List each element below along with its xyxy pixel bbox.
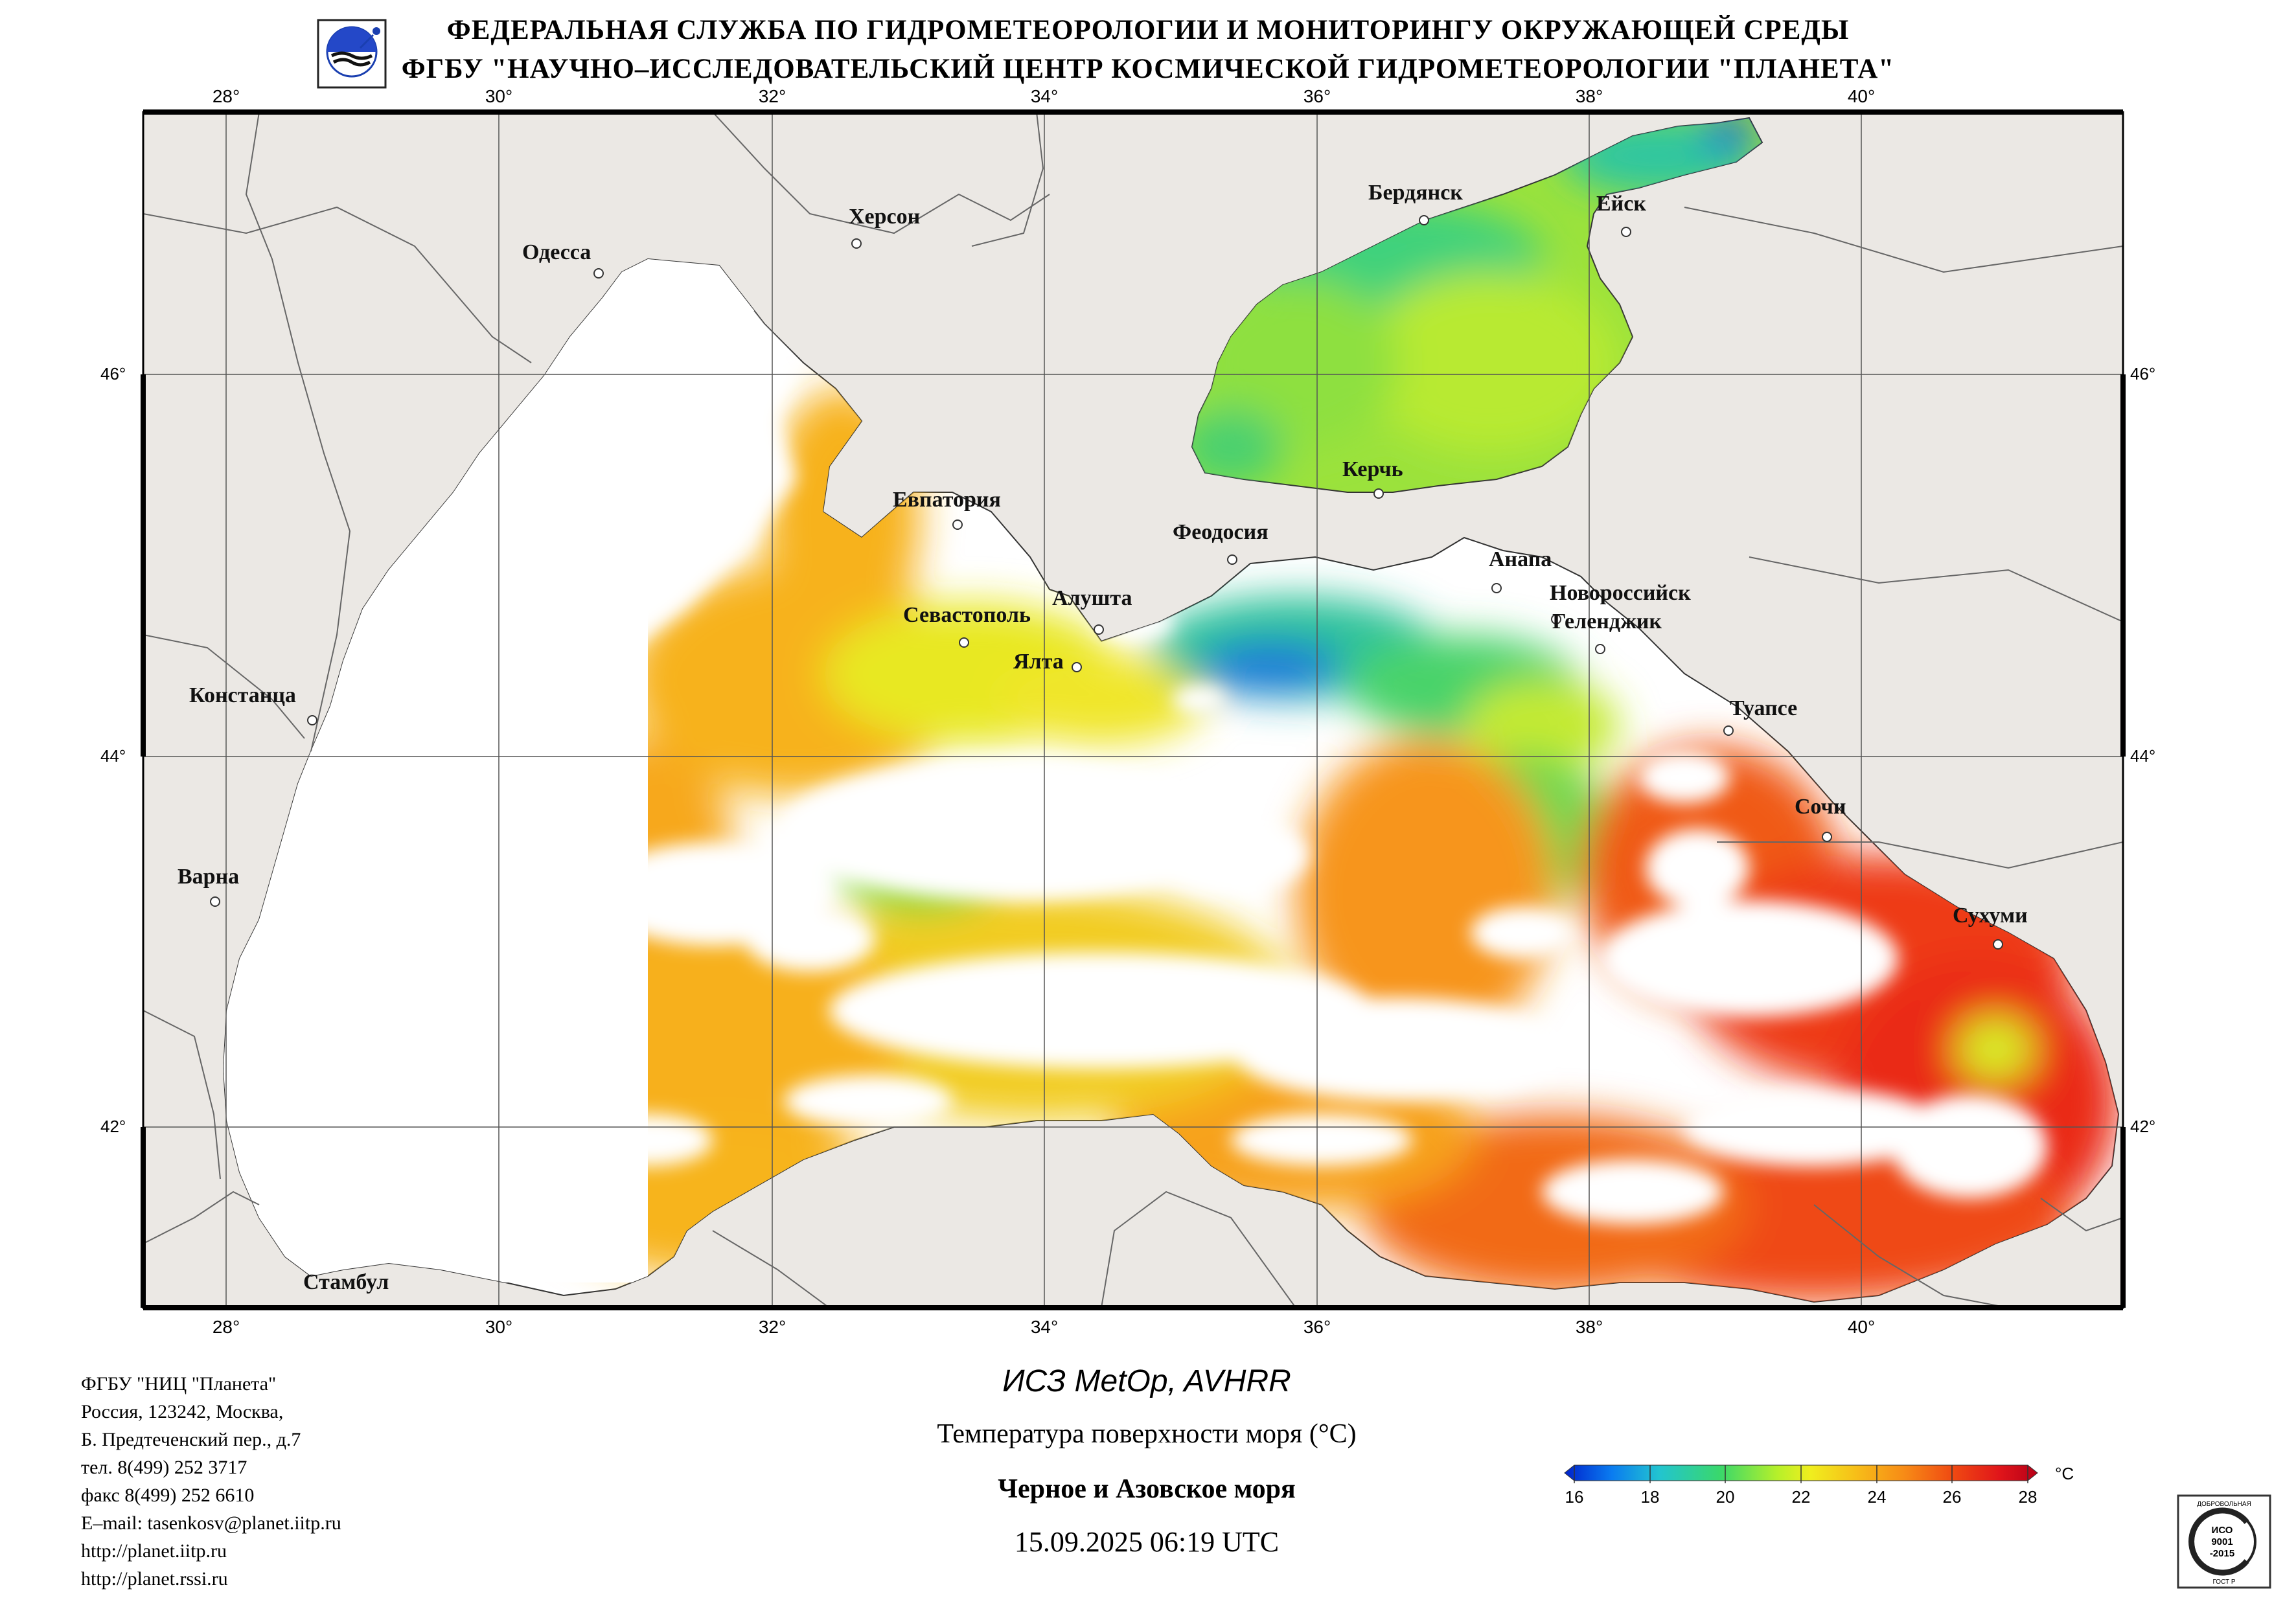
graticule [143, 112, 2123, 1308]
city-constanta: Констанца [189, 683, 296, 707]
city-alushta: Алушта [1052, 586, 1132, 610]
city-yeysk: Ейск [1596, 192, 1646, 216]
lon-label-28-bottom: 28° [212, 1317, 240, 1337]
city-gelendzhik: Геленджик [1552, 610, 1662, 633]
lon-label-40-bottom: 40° [1848, 1317, 1875, 1337]
city-yalta: Ялта [1013, 650, 1064, 674]
colorbar-tick-16: 16 [1565, 1487, 1584, 1507]
iso-line-1: ИСО [2212, 1525, 2233, 1536]
org-fax: факс 8(499) 252 6610 [81, 1485, 255, 1506]
lat-label-46-left: 46° [100, 364, 126, 383]
lon-label-34-top: 34° [1031, 86, 1058, 106]
sst-field-azov [1192, 118, 1756, 486]
lon-label-30-top: 30° [485, 86, 512, 106]
lon-label-34-bottom: 34° [1031, 1317, 1058, 1337]
city-anapa: Анапа [1489, 547, 1552, 571]
lon-label-36-top: 36° [1303, 86, 1331, 106]
org-website-link-2[interactable]: http://planet.rssi.ru [81, 1568, 228, 1590]
city-feodosiya: Феодосия [1173, 520, 1269, 544]
iso-certification-badge-icon: ДОБРОВОЛЬНАЯ ИСО 9001 -2015 ГОСТ Р [2177, 1494, 2271, 1589]
datetime-caption: 15.09.2025 06:19 UTC [1014, 1526, 1280, 1558]
city-novorossiysk: Новороссийск [1550, 581, 1691, 605]
borders [143, 112, 2123, 1308]
city-yevpatoriya: Евпатория [893, 488, 1001, 512]
colorbar-tick-22: 22 [1792, 1487, 1811, 1507]
city-sevastopol: Севастополь [903, 603, 1031, 627]
city-sukhumi: Сухуми [1953, 904, 2028, 928]
iso-line-3: -2015 [2210, 1548, 2234, 1559]
planeta-logo-icon [317, 19, 387, 89]
city-varna: Варна [178, 865, 239, 889]
colorbar-tick-24: 24 [1868, 1487, 1887, 1507]
colorbar-tick-20: 20 [1716, 1487, 1735, 1507]
city-sochi: Сочи [1795, 795, 1846, 819]
lon-label-40-top: 40° [1848, 86, 1875, 106]
org-line: ФГБУ "НИЦ "Планета" [81, 1373, 277, 1395]
sst-field-black-sea [224, 259, 2118, 1302]
lon-label-32-bottom: 32° [759, 1317, 786, 1337]
city-kherson: Херсон [849, 205, 920, 229]
header-line-2: ФГБУ "НАУЧНО–ИССЛЕДОВАТЕЛЬСКИЙ ЦЕНТР КОС… [401, 54, 1895, 84]
product-caption: Температура поверхности моря (°C) [937, 1419, 1357, 1449]
org-website-link[interactable]: http://planet.iitp.ru [81, 1540, 227, 1562]
lon-label-30-bottom: 30° [485, 1317, 512, 1337]
lon-label-36-bottom: 36° [1303, 1317, 1331, 1337]
org-phone: тел. 8(499) 252 3717 [81, 1457, 247, 1478]
city-odessa: Одесса [522, 240, 591, 264]
iso-line-2: 9001 [2211, 1536, 2233, 1547]
org-email-link[interactable]: E–mail: tasenkosv@planet.iitp.ru [81, 1512, 341, 1534]
city-kerch: Керчь [1342, 457, 1403, 481]
city-tuapse: Туапсе [1730, 696, 1797, 720]
iso-top-text: ДОБРОВОЛЬНАЯ [2197, 1501, 2251, 1508]
iso-bottom-text: ГОСТ Р [2212, 1579, 2235, 1586]
lon-label-38-bottom: 38° [1576, 1317, 1603, 1337]
sst-colorbar: 16 18 20 22 24 26 28 °C [1564, 1464, 2074, 1507]
region-caption: Черное и Азовское моря [998, 1474, 1296, 1504]
lat-label-42-left: 42° [100, 1117, 126, 1136]
satellite-caption: ИСЗ MetOp, AVHRR [1002, 1364, 1291, 1398]
colorbar-unit: °C [2055, 1464, 2074, 1483]
city-istanbul: Стамбул [303, 1270, 389, 1294]
colorbar-tick-26: 26 [1943, 1487, 1962, 1507]
colorbar-tick-28: 28 [2019, 1487, 2038, 1507]
lat-label-44-right: 44° [2130, 746, 2155, 766]
header-line-1: ФЕДЕРАЛЬНАЯ СЛУЖБА ПО ГИДРОМЕТЕОРОЛОГИИ … [446, 15, 1850, 45]
lat-label-42-right: 42° [2130, 1117, 2155, 1136]
lat-label-46-right: 46° [2130, 364, 2155, 383]
org-line: Б. Предтеченский пер., д.7 [81, 1429, 301, 1450]
org-line: Россия, 123242, Москва, [81, 1401, 284, 1422]
lon-label-32-top: 32° [759, 86, 786, 106]
city-berdyansk: Бердянск [1368, 181, 1463, 205]
colorbar-tick-18: 18 [1641, 1487, 1660, 1507]
lon-label-38-top: 38° [1576, 86, 1603, 106]
lat-label-44-left: 44° [100, 746, 126, 766]
lon-label-28-top: 28° [212, 86, 240, 106]
org-info: ФГБУ "НИЦ "Планета" Россия, 123242, Моск… [81, 1370, 341, 1593]
